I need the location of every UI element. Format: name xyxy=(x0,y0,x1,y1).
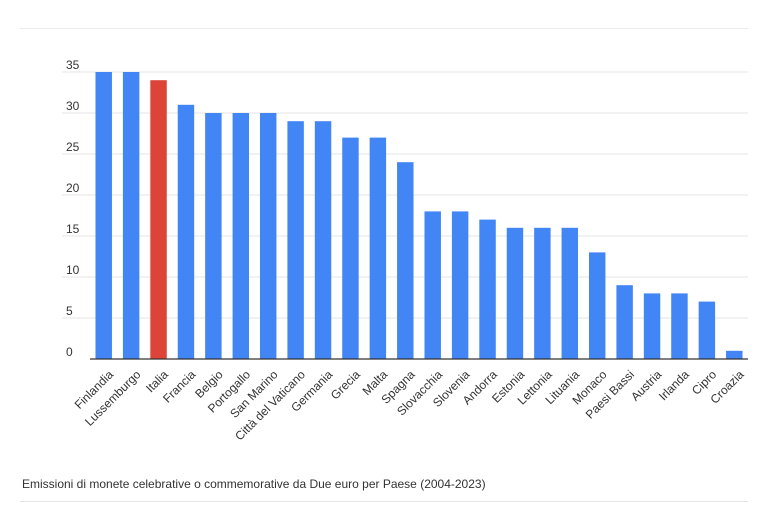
y-tick-label: 5 xyxy=(66,304,73,318)
bar-spagna xyxy=(397,162,414,359)
bottom-divider xyxy=(20,501,748,502)
y-tick-label: 0 xyxy=(66,345,73,359)
gridlines xyxy=(62,71,748,319)
bar-lussemburgo xyxy=(122,72,140,359)
bar-citt-del-vaticano xyxy=(287,121,304,359)
bar-monaco xyxy=(588,252,606,359)
bar-lituania xyxy=(561,227,579,359)
bar-andorra xyxy=(479,219,496,359)
bar-grecia xyxy=(342,137,359,359)
bar-slovacchia xyxy=(424,211,441,359)
y-tick-label: 20 xyxy=(66,181,80,195)
bar-san-marino xyxy=(259,113,277,359)
top-divider xyxy=(20,28,748,29)
bar-croazia xyxy=(726,350,743,359)
y-tick-label: 10 xyxy=(66,263,80,277)
bar-finlandia xyxy=(95,72,112,359)
bar-paesi-bassi xyxy=(616,285,633,359)
bar-germania xyxy=(314,121,332,359)
bar-irlanda xyxy=(671,293,688,359)
x-tick-label: Grecia xyxy=(328,367,363,402)
bar-francia xyxy=(177,104,195,359)
x-tick-label: Irlanda xyxy=(656,367,692,403)
y-tick-label: 15 xyxy=(66,222,80,236)
bar-austria xyxy=(643,293,661,359)
bar-malta xyxy=(369,137,387,359)
x-tick-label: Austria xyxy=(628,367,665,404)
y-axis-ticks: 0 5 10 15 20 25 30 35 xyxy=(66,58,80,359)
bar-slovenia xyxy=(451,211,469,359)
bar-cipro xyxy=(698,301,716,359)
bar-estonia xyxy=(506,227,524,359)
bars xyxy=(95,72,743,359)
y-tick-label: 25 xyxy=(66,140,80,154)
bar-portogallo xyxy=(232,113,250,359)
bar-lettonia xyxy=(534,227,551,359)
y-tick-label: 30 xyxy=(66,99,80,113)
chart-caption: Emissioni di monete celebrative o commem… xyxy=(22,477,486,491)
y-tick-label: 35 xyxy=(66,58,80,72)
bar-italia xyxy=(150,80,167,359)
bar-belgio xyxy=(205,113,222,359)
